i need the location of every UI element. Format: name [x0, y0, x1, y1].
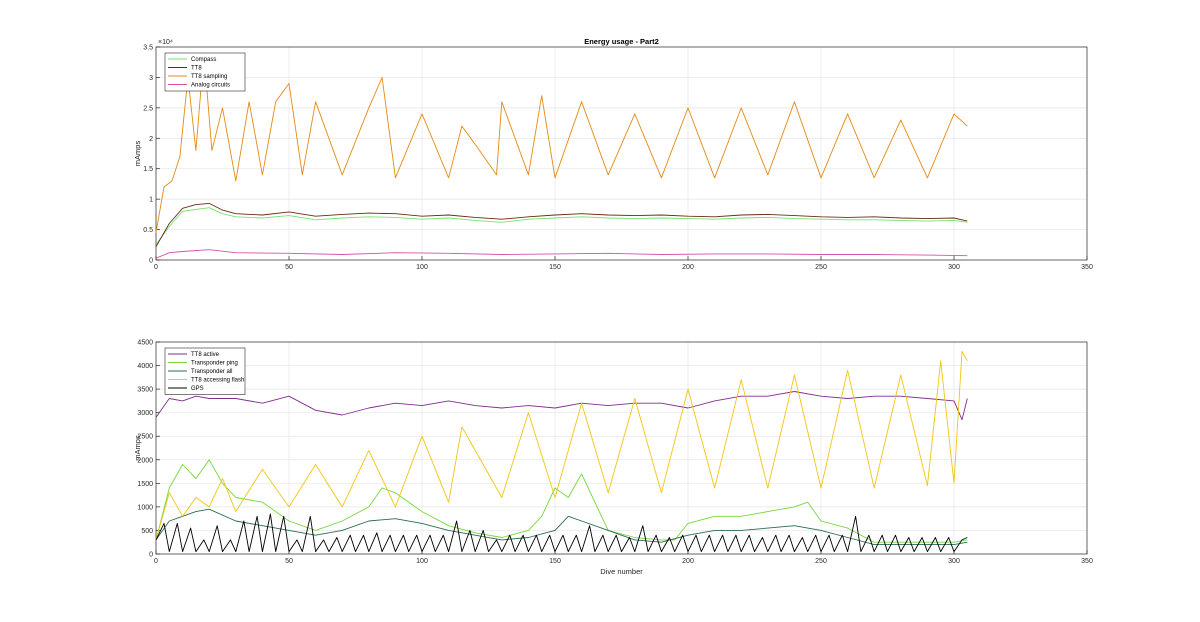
- bottom-chart-xtick-label: 0: [154, 558, 158, 565]
- bottom-chart-xtick-label: 350: [1081, 558, 1093, 565]
- bottom-chart-xtick-label: 100: [416, 558, 428, 565]
- top-chart-xtick-label: 250: [815, 264, 827, 271]
- bottom-chart-series-tt8-accessing-flash: [155, 350, 968, 541]
- top-chart-ytick-label: 0: [149, 258, 153, 265]
- bottom-chart-legend-entry: TT8 active: [191, 352, 220, 358]
- bottom-chart-series-gps: [155, 513, 968, 553]
- bottom-chart-axes-box: [155, 341, 1088, 555]
- bottom-chart-xtick-label: 150: [549, 558, 561, 565]
- bottom-chart-legend-entry: Transponder ping: [191, 361, 238, 367]
- bottom-chart-ytick-label: 4000: [137, 363, 153, 370]
- top-chart-legend-entry: TT8: [191, 66, 202, 72]
- top-chart-legend-entry: Analog circuits: [191, 83, 230, 89]
- bottom-chart-ytick-label: 500: [141, 528, 153, 535]
- bottom-chart-series-transponder-ping: [155, 459, 968, 543]
- top-chart-legend-entry: TT8 sampling: [191, 74, 227, 80]
- bottom-chart-legend-entry: Transponder all: [191, 369, 232, 375]
- top-chart-title: Energy usage - Part2: [584, 37, 659, 46]
- bottom-chart-ytick-label: 3500: [137, 387, 153, 394]
- bottom-chart-series-tt8-active: [155, 391, 968, 421]
- bottom-chart-legend-entry: GPS: [191, 386, 204, 392]
- top-chart-xtick-label: 150: [549, 264, 561, 271]
- top-chart-series-compass: [155, 207, 968, 246]
- top-chart-legend: Compass TT8 TT8 sampling Analog circuits: [164, 52, 246, 92]
- top-chart-ytick-label: 0.5: [143, 227, 153, 234]
- bottom-chart-ytick-label: 2000: [137, 457, 153, 464]
- bottom-chart-ytick-label: 0: [149, 552, 153, 559]
- top-chart-series-tt8: [155, 202, 968, 247]
- top-chart-series-analog-circuits: [155, 249, 968, 259]
- top-chart-ytick-label: 2: [149, 136, 153, 143]
- bottom-chart-xtick-label: 250: [815, 558, 827, 565]
- top-chart-xtick-label: 350: [1081, 264, 1093, 271]
- bottom-chart-xtick-label: 50: [285, 558, 293, 565]
- top-chart-ytick-label: 2.5: [143, 105, 153, 112]
- top-chart-ytick-label: 1.5: [143, 166, 153, 173]
- top-chart-ylabel: mAmps: [133, 141, 142, 167]
- top-chart-series-tt8-sampling: [155, 52, 968, 233]
- top-chart-ytick-label: 3: [149, 75, 153, 82]
- bottom-chart-ytick-label: 1000: [137, 504, 153, 511]
- bottom-chart-ytick-label: 3000: [137, 410, 153, 417]
- top-chart-y-exponent: ×10⁴: [158, 39, 173, 46]
- bottom-chart-ylabel: mAmps: [133, 435, 142, 461]
- bottom-chart-xtick-label: 300: [948, 558, 960, 565]
- top-chart-axes-box: [155, 46, 1088, 261]
- top-chart-xtick-label: 100: [416, 264, 428, 271]
- bottom-chart-legend: TT8 active Transponder ping Transponder al…: [164, 347, 246, 395]
- bottom-chart-ytick-label: 1500: [137, 481, 153, 488]
- bottom-chart-legend-entry: TT8 accessing flash: [191, 378, 244, 384]
- top-chart-ytick-label: 3.5: [143, 45, 153, 52]
- top-chart-legend-entry: Compass: [191, 57, 216, 63]
- bottom-chart: 0 50 100 150 200 250 300 3500500100015002000250…: [133, 340, 1093, 577]
- bottom-chart-ytick-label: 4500: [137, 340, 153, 347]
- bottom-chart-xtick-label: 200: [682, 558, 694, 565]
- top-chart-ytick-label: 1: [149, 197, 153, 204]
- top-chart-xtick-label: 200: [682, 264, 694, 271]
- top-chart-xtick-label: 50: [285, 264, 293, 271]
- top-chart-xtick-label: 0: [154, 264, 158, 271]
- bottom-chart-ytick-label: 2500: [137, 434, 153, 441]
- top-chart: 0 50 100 150 200 250 300 350 0 0.5 1 1.5 2 2.5 3 3.5 En…: [133, 37, 1093, 271]
- top-chart-xtick-label: 300: [948, 264, 960, 271]
- bottom-chart-series-transponder-all: [155, 508, 968, 546]
- bottom-chart-xlabel: Dive number: [600, 567, 643, 576]
